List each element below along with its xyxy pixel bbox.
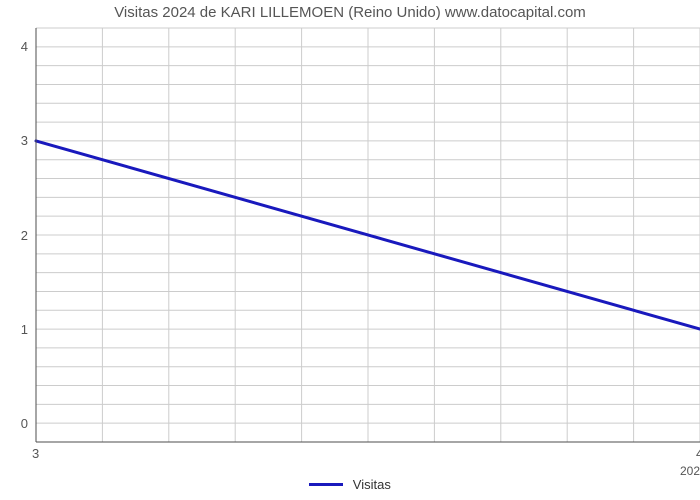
x-tick-label: 4 (696, 446, 700, 461)
x-secondary-label: 202 (680, 464, 700, 478)
legend-label: Visitas (353, 477, 391, 492)
y-tick-label: 0 (21, 416, 28, 431)
legend-swatch (309, 483, 343, 486)
legend: Visitas (0, 476, 700, 492)
y-tick-label: 2 (21, 228, 28, 243)
y-tick-label: 3 (21, 133, 28, 148)
y-tick-label: 1 (21, 322, 28, 337)
x-tick-label: 3 (32, 446, 39, 461)
line-chart (0, 0, 700, 500)
y-tick-label: 4 (21, 39, 28, 54)
